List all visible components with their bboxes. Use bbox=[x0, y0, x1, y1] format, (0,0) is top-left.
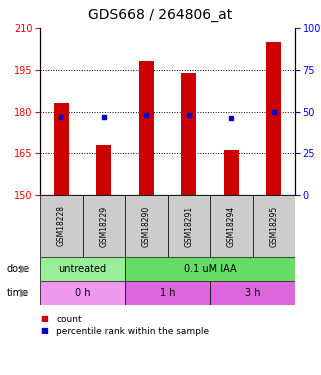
Text: ■: ■ bbox=[40, 315, 48, 324]
Text: GDS668 / 264806_at: GDS668 / 264806_at bbox=[88, 8, 233, 22]
Bar bbox=[82, 195, 125, 257]
Text: GSM18228: GSM18228 bbox=[57, 206, 66, 246]
Bar bbox=[125, 281, 210, 305]
Text: dose: dose bbox=[6, 264, 30, 274]
Text: 0 h: 0 h bbox=[75, 288, 90, 298]
Bar bbox=[224, 150, 239, 195]
Text: 1 h: 1 h bbox=[160, 288, 175, 298]
Text: time: time bbox=[6, 288, 29, 298]
Text: ▶: ▶ bbox=[20, 264, 28, 274]
Bar bbox=[125, 257, 295, 281]
Bar bbox=[210, 195, 253, 257]
Bar bbox=[54, 103, 69, 195]
Text: 3 h: 3 h bbox=[245, 288, 260, 298]
Bar bbox=[139, 62, 154, 195]
Text: GSM18291: GSM18291 bbox=[184, 206, 193, 247]
Text: GSM18290: GSM18290 bbox=[142, 206, 151, 247]
Bar bbox=[210, 281, 295, 305]
Text: ▶: ▶ bbox=[20, 288, 28, 298]
Bar bbox=[125, 195, 168, 257]
Text: 0.1 uM IAA: 0.1 uM IAA bbox=[184, 264, 236, 274]
Bar bbox=[266, 42, 281, 195]
Bar bbox=[40, 257, 125, 281]
Bar bbox=[96, 145, 111, 195]
Text: GSM18295: GSM18295 bbox=[269, 206, 278, 247]
Bar bbox=[40, 195, 82, 257]
Bar bbox=[181, 72, 196, 195]
Text: untreated: untreated bbox=[58, 264, 107, 274]
Text: count: count bbox=[56, 315, 82, 324]
Bar bbox=[40, 281, 125, 305]
Bar bbox=[168, 195, 210, 257]
Text: GSM18294: GSM18294 bbox=[227, 206, 236, 247]
Bar bbox=[253, 195, 295, 257]
Text: ■: ■ bbox=[40, 327, 48, 336]
Text: percentile rank within the sample: percentile rank within the sample bbox=[56, 327, 209, 336]
Text: GSM18229: GSM18229 bbox=[99, 206, 108, 247]
